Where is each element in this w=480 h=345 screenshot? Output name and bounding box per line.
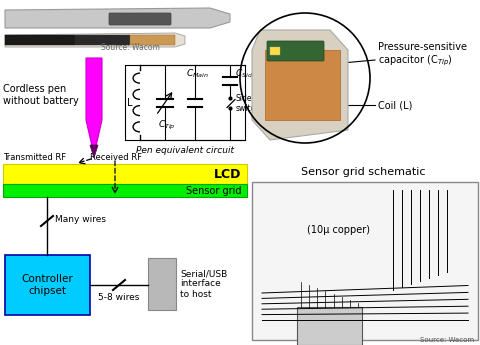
FancyBboxPatch shape <box>5 35 75 45</box>
Text: Many wires: Many wires <box>55 215 106 224</box>
FancyBboxPatch shape <box>267 41 324 61</box>
Text: L: L <box>127 98 133 108</box>
FancyBboxPatch shape <box>109 13 171 25</box>
FancyBboxPatch shape <box>297 307 362 345</box>
FancyBboxPatch shape <box>148 258 176 310</box>
Polygon shape <box>5 8 230 28</box>
Text: $C_{Side}$: $C_{Side}$ <box>235 68 257 80</box>
FancyBboxPatch shape <box>3 164 247 184</box>
FancyBboxPatch shape <box>75 35 130 45</box>
Text: Pressure-sensitive
capacitor (C$_{Tip}$): Pressure-sensitive capacitor (C$_{Tip}$) <box>378 42 467 68</box>
Text: Cordless pen
without battery: Cordless pen without battery <box>3 84 79 106</box>
Polygon shape <box>252 30 348 140</box>
Text: 5-8 wires: 5-8 wires <box>98 293 140 302</box>
Polygon shape <box>265 50 340 120</box>
Text: Coil (L): Coil (L) <box>378 100 412 110</box>
Text: Source: Wacom: Source: Wacom <box>420 337 474 343</box>
Text: Sensor grid: Sensor grid <box>185 186 241 196</box>
FancyBboxPatch shape <box>270 47 280 55</box>
FancyBboxPatch shape <box>252 182 478 340</box>
Text: Sensor grid schematic: Sensor grid schematic <box>301 167 425 177</box>
Text: LCD: LCD <box>214 168 241 180</box>
Text: Side
switch: Side switch <box>236 94 261 113</box>
Polygon shape <box>86 58 102 155</box>
Polygon shape <box>90 145 98 158</box>
Text: $C_{Main}$: $C_{Main}$ <box>186 68 208 80</box>
Text: Received RF: Received RF <box>90 153 142 162</box>
Text: Controller
chipset: Controller chipset <box>22 274 73 296</box>
Text: (10μ copper): (10μ copper) <box>307 225 370 235</box>
FancyBboxPatch shape <box>3 184 247 197</box>
Text: $C_{Tip}$: $C_{Tip}$ <box>158 119 176 132</box>
Polygon shape <box>5 33 185 47</box>
Text: Serial/USB
interface
to host: Serial/USB interface to host <box>180 269 227 299</box>
FancyBboxPatch shape <box>130 35 175 45</box>
FancyBboxPatch shape <box>5 255 90 315</box>
Text: Source: Wacom: Source: Wacom <box>101 43 159 52</box>
Text: Transmitted RF: Transmitted RF <box>3 153 66 162</box>
Text: Pen equivalent circuit: Pen equivalent circuit <box>136 146 234 155</box>
